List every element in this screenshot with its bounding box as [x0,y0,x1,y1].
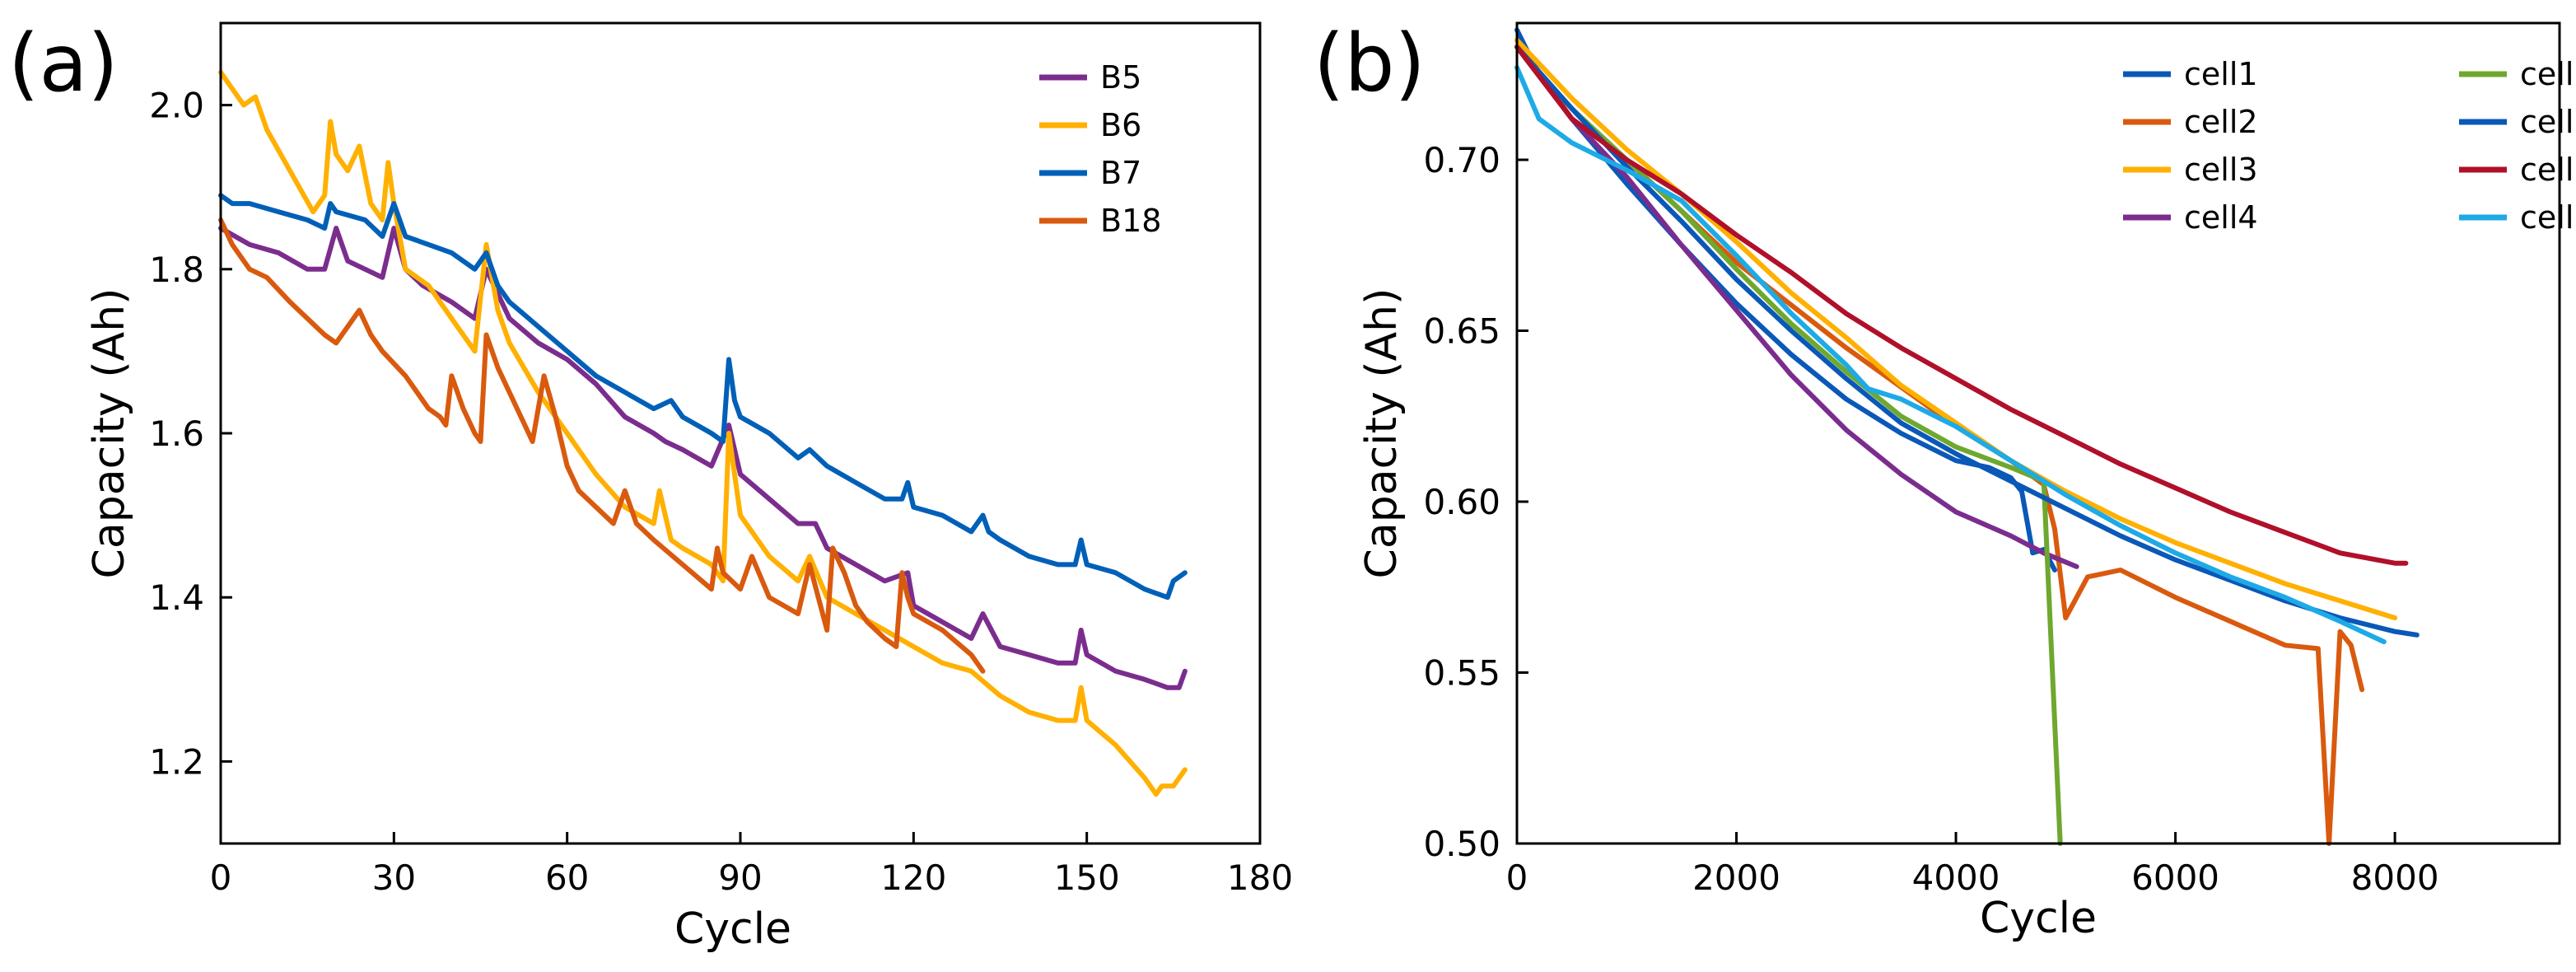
panel-b-xlabel: Cycle [1980,894,2097,943]
legend-label-cell2: cell2 [2184,104,2258,140]
series-line-cell5 [1514,44,2063,846]
legend-label-cell6: cell6 [2520,104,2576,140]
legend-label-cell8: cell8 [2520,199,2576,236]
x-tick-label: 180 [1227,858,1293,898]
panel-a-chart: (a) 0 30 60 90 120 150 180 1.2 1.4 1.6 1.8 2.0 Cycl… [8,17,1293,954]
x-tick-label: 6000 [2131,858,2219,898]
x-tick-label: 4000 [1912,858,2000,898]
legend-label-cell5: cell5 [2520,56,2576,92]
panel-b-series-layer [1514,27,2420,846]
series-line-cell8 [1514,65,2387,645]
panel-a-label: (a) [8,17,119,110]
legend-label-cell3: cell3 [2184,152,2258,188]
legend-label-cell1: cell1 [2184,56,2258,92]
series-line-cell6 [1514,44,2420,638]
panel-b-legend: cell1 cell2 cell3 cell4 cell5 cell6 cell7 cell8 [2123,56,2576,236]
x-tick-label: 60 [545,858,589,898]
legend-label-cell4: cell4 [2184,199,2258,236]
series-line-cell3 [1514,37,2398,621]
panel-b-label: (b) [1314,17,1426,110]
y-tick-label: 0.70 [1423,140,1500,180]
series-line-b5 [218,226,1188,690]
y-tick-label: 0.50 [1423,824,1500,864]
panel-b-ticks: 0 2000 4000 6000 8000 0.50 0.55 0.60 0.65 0.70 [1423,140,2438,898]
y-tick-label: 0.60 [1423,482,1500,522]
x-tick-label: 90 [718,858,762,898]
legend-label-b7: B7 [1100,155,1141,191]
panel-b-plot-frame [1515,21,2561,845]
panel-b-chart: (b) 0 2000 4000 6000 8000 0.50 0.55 0.60 0.65 0.7… [1314,17,2576,943]
panel-a-legend: B5 B6 B7 B18 [1039,59,1161,239]
y-tick-label: 2.0 [149,86,204,126]
legend-label-b6: B6 [1100,107,1141,143]
panel-a-ylabel: Capacity (Ah) [85,288,134,579]
y-tick-label: 0.55 [1423,653,1500,694]
x-tick-label: 30 [372,858,416,898]
y-tick-label: 1.6 [149,414,204,454]
x-tick-label: 0 [1506,858,1528,898]
panel-a-plot-frame [219,21,1262,845]
series-line-b7 [218,193,1188,600]
legend-label-cell7: cell7 [2520,152,2576,188]
series-line-cell7 [1514,44,2409,566]
y-tick-label: 1.4 [149,577,204,618]
legend-label-b18: B18 [1100,203,1161,239]
panel-b-ylabel: Capacity (Ah) [1357,288,1407,579]
legend-label-b5: B5 [1100,59,1141,96]
series-line-b6 [218,69,1188,797]
x-tick-label: 120 [880,858,946,898]
panel-a-xlabel: Cycle [674,904,791,954]
y-tick-label: 1.2 [149,741,204,782]
panel-a-series-layer [218,69,1188,797]
x-tick-label: 150 [1054,858,1120,898]
panel-a-ticks: 0 30 60 90 120 150 180 1.2 1.4 1.6 1.8 2.0 [149,86,1293,898]
x-tick-label: 8000 [2351,858,2439,898]
x-tick-label: 2000 [1692,858,1780,898]
x-tick-label: 0 [210,858,232,898]
series-line-b18 [218,217,986,674]
y-tick-label: 1.8 [149,250,204,290]
y-tick-label: 0.65 [1423,311,1500,352]
